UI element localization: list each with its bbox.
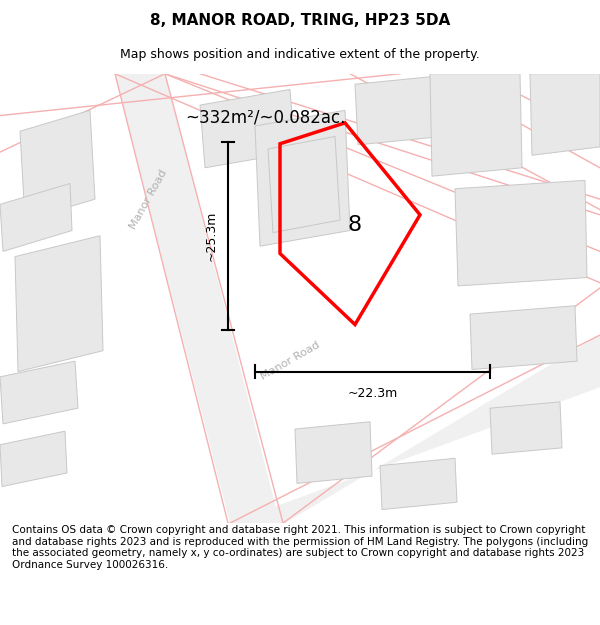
- Polygon shape: [268, 136, 340, 232]
- Polygon shape: [0, 184, 72, 251]
- Polygon shape: [530, 74, 600, 155]
- Polygon shape: [255, 111, 350, 246]
- Polygon shape: [20, 111, 95, 220]
- Text: ~22.3m: ~22.3m: [347, 388, 398, 400]
- Polygon shape: [380, 458, 457, 509]
- Polygon shape: [0, 361, 78, 424]
- Polygon shape: [0, 431, 67, 486]
- Text: Map shows position and indicative extent of the property.: Map shows position and indicative extent…: [120, 48, 480, 61]
- Text: 8, MANOR ROAD, TRING, HP23 5DA: 8, MANOR ROAD, TRING, HP23 5DA: [150, 13, 450, 28]
- Text: Manor Road: Manor Road: [259, 340, 321, 382]
- Text: ~332m²/~0.082ac.: ~332m²/~0.082ac.: [185, 109, 346, 127]
- Polygon shape: [490, 402, 562, 454]
- Polygon shape: [430, 74, 522, 176]
- Polygon shape: [355, 76, 443, 145]
- Text: 8: 8: [348, 215, 362, 235]
- Polygon shape: [295, 422, 372, 483]
- Polygon shape: [15, 236, 103, 372]
- Text: Manor Road: Manor Road: [128, 168, 169, 231]
- Polygon shape: [455, 181, 587, 286]
- Polygon shape: [200, 89, 295, 168]
- Polygon shape: [470, 306, 577, 369]
- Text: ~25.3m: ~25.3m: [205, 211, 218, 261]
- Polygon shape: [230, 335, 600, 523]
- Polygon shape: [115, 74, 280, 523]
- Text: Contains OS data © Crown copyright and database right 2021. This information is : Contains OS data © Crown copyright and d…: [12, 525, 588, 570]
